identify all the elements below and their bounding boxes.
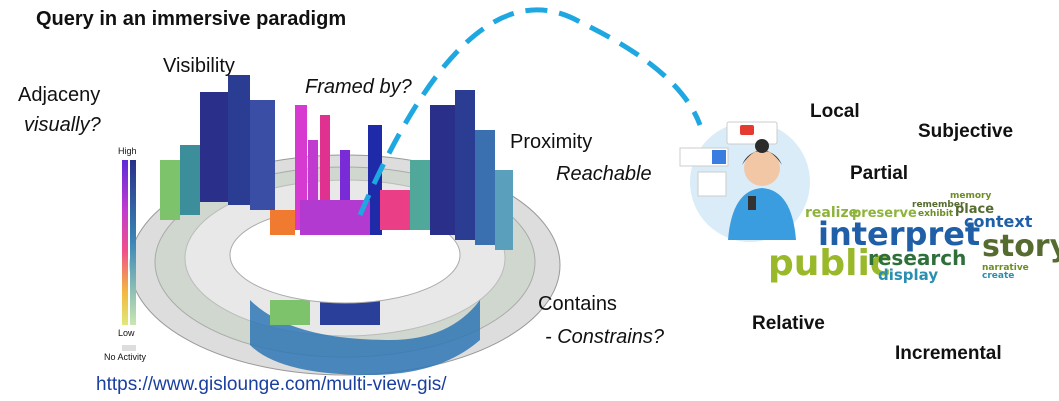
radial-chart bbox=[129, 75, 561, 376]
word: story bbox=[982, 229, 1059, 264]
word: place bbox=[955, 202, 995, 217]
term: Relative bbox=[752, 313, 825, 334]
label: Adjaceny bbox=[18, 84, 101, 106]
word: display bbox=[878, 266, 939, 284]
word: remember bbox=[912, 200, 965, 210]
link[interactable]: https://www.gislounge.com/multi-view-gis… bbox=[96, 374, 447, 395]
word: interpret bbox=[818, 215, 981, 253]
word: realize bbox=[805, 205, 859, 221]
color-legend bbox=[122, 160, 136, 351]
slide-title: Query in an immersive paradigm bbox=[36, 8, 347, 30]
label: Reachable bbox=[556, 163, 652, 185]
label: Visibility bbox=[163, 55, 235, 77]
word: memory bbox=[950, 191, 992, 201]
user-icon bbox=[679, 121, 810, 242]
legend-label: No Activity bbox=[104, 352, 147, 362]
label: visually? bbox=[24, 114, 101, 136]
legend-label: Low bbox=[118, 328, 135, 338]
word: context bbox=[964, 212, 1033, 231]
word: create bbox=[982, 271, 1015, 281]
label: Proximity bbox=[510, 131, 593, 153]
term: Incremental bbox=[895, 343, 1002, 364]
word: exhibit bbox=[918, 209, 954, 219]
label: Framed by? bbox=[305, 76, 412, 98]
word: preserve bbox=[852, 206, 917, 221]
word: narrative bbox=[982, 263, 1029, 273]
term: Subjective bbox=[918, 121, 1014, 142]
word: research bbox=[868, 246, 967, 270]
term: Local bbox=[810, 101, 860, 122]
word: public bbox=[768, 243, 892, 284]
term: Partial bbox=[850, 163, 909, 184]
label: - Constrains? bbox=[545, 326, 664, 348]
label: Contains bbox=[538, 293, 617, 315]
legend-label: High bbox=[118, 146, 137, 156]
